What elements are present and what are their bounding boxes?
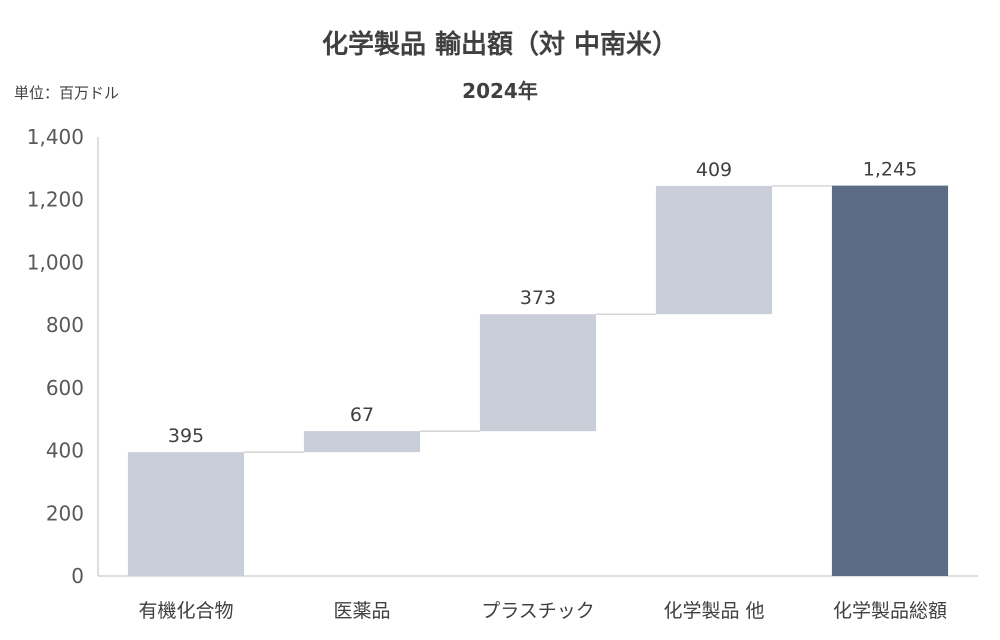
- bar: [655, 185, 773, 315]
- y-tick-label: 600: [46, 376, 84, 400]
- bar: [303, 431, 421, 453]
- x-category-label: 医薬品: [333, 600, 390, 622]
- data-label: 395: [168, 425, 204, 447]
- y-tick-label: 800: [46, 313, 84, 337]
- data-label: 373: [520, 287, 556, 309]
- y-tick-label: 1,400: [27, 125, 84, 149]
- y-tick-label: 1,200: [27, 188, 84, 212]
- chart-subtitle: 2024年: [462, 79, 538, 103]
- data-label: 67: [350, 404, 374, 426]
- bar: [127, 452, 245, 576]
- unit-label: 単位：百万ドル: [14, 84, 120, 102]
- bar: [831, 185, 949, 576]
- y-tick-label: 1,000: [27, 250, 84, 274]
- x-category-label: 有機化合物: [138, 600, 233, 622]
- data-label: 1,245: [863, 159, 917, 181]
- y-tick-label: 0: [71, 564, 84, 588]
- y-tick-label: 200: [46, 501, 84, 525]
- x-category-label: 化学製品 他: [663, 600, 764, 622]
- chart-title: 化学製品 輸出額（対 中南米）: [321, 30, 679, 60]
- x-category-label: プラスチック: [481, 600, 595, 622]
- x-category-label: 化学製品総額: [833, 600, 947, 622]
- y-tick-label: 400: [46, 439, 84, 463]
- data-label: 409: [696, 159, 732, 181]
- bar: [479, 314, 597, 432]
